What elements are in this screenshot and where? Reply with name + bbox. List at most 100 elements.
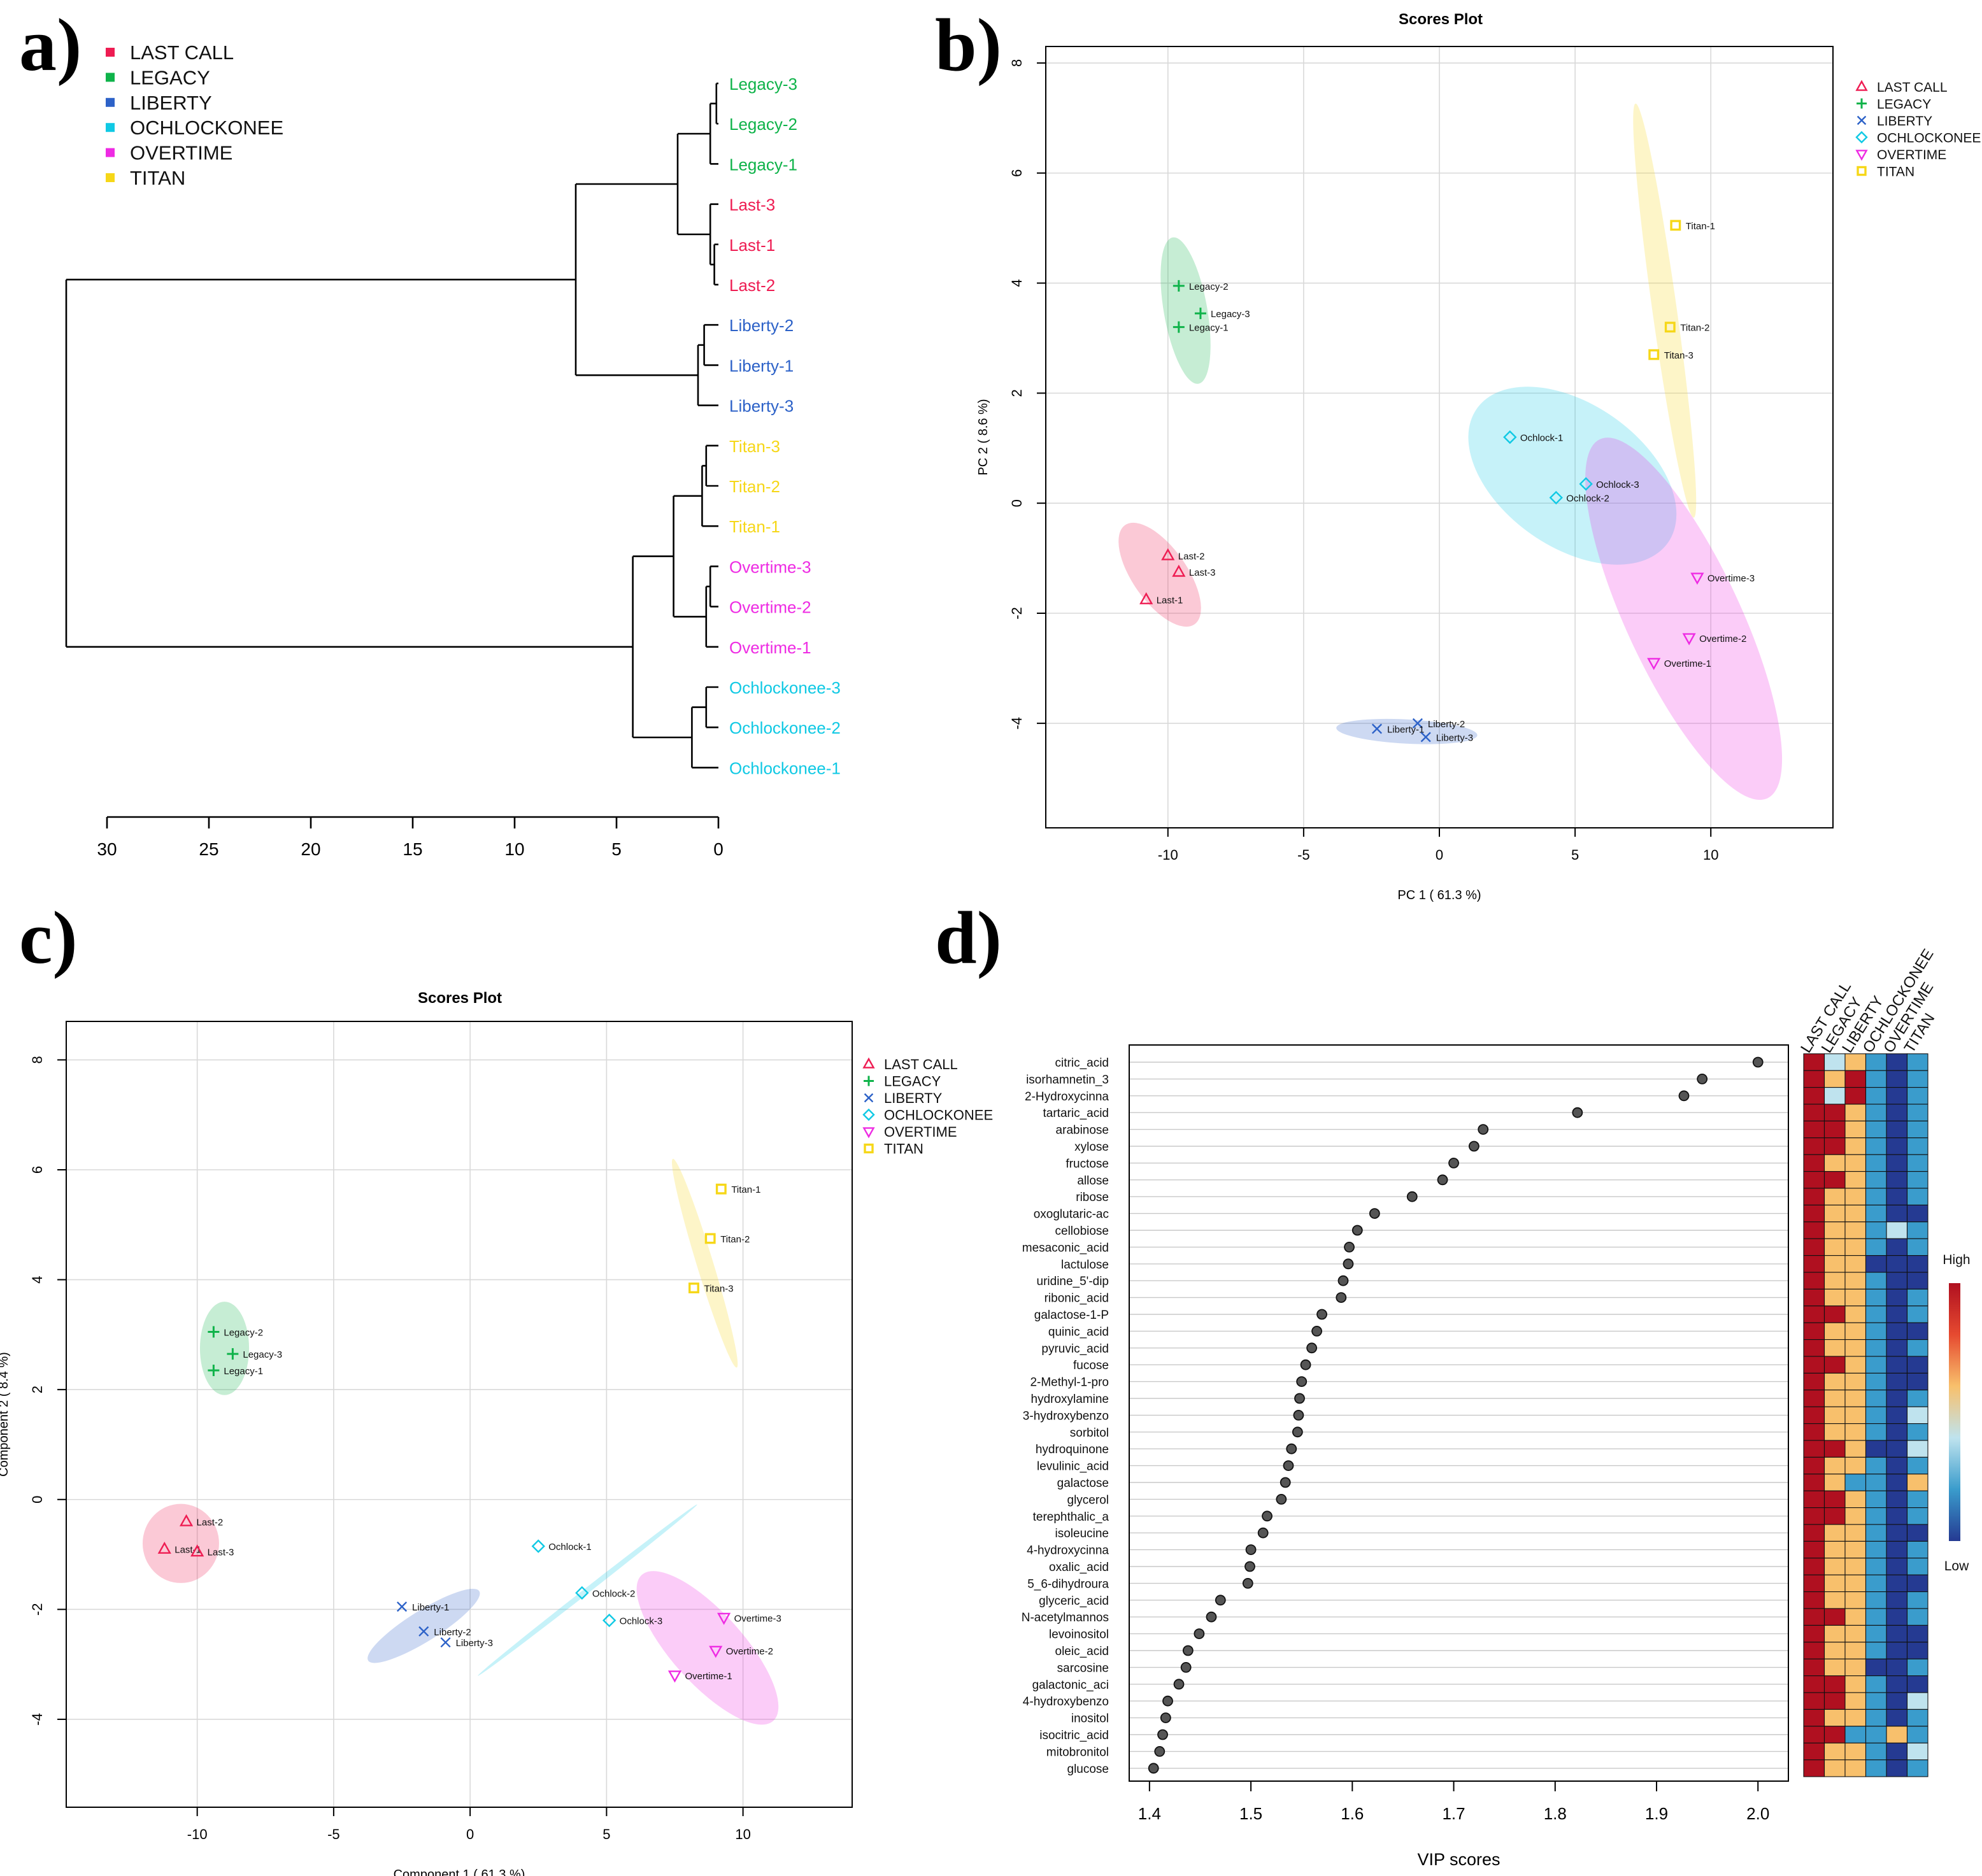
heatmap-cell — [1823, 1238, 1846, 1256]
feature-label: mesaconic_acid — [1022, 1241, 1109, 1254]
feature-label: inositol — [1071, 1712, 1109, 1726]
heatmap-cell — [1803, 1322, 1825, 1340]
heatmap-cell — [1886, 1440, 1908, 1458]
vip-dot — [1244, 1561, 1255, 1572]
feature-label: uridine_5'-dip — [1037, 1275, 1109, 1288]
heatmap-cell — [1906, 1675, 1929, 1693]
heatmap-cell — [1823, 1658, 1846, 1677]
heatmap-cell — [1886, 1272, 1908, 1290]
feature-label: glyceric_acid — [1039, 1595, 1109, 1608]
heatmap-cell — [1844, 1490, 1867, 1509]
legend-marker — [1855, 150, 1868, 161]
heatmap-cell — [1886, 1137, 1908, 1155]
heatmap-cell — [1823, 1356, 1846, 1374]
heatmap-cell — [1823, 1221, 1846, 1239]
vip-dot — [1245, 1544, 1257, 1556]
heatmap-cell — [1865, 1322, 1887, 1340]
legend-label: TITAN — [130, 167, 185, 189]
heatmap-cell — [1823, 1692, 1846, 1710]
data-point — [667, 1670, 682, 1683]
heatmap-cell — [1844, 1305, 1867, 1323]
vip-dot — [1343, 1258, 1354, 1270]
legend-label: OVERTIME — [1877, 148, 1946, 162]
heatmap-cell — [1823, 1608, 1846, 1626]
vip-dot — [1160, 1712, 1171, 1724]
heatmap-cell — [1823, 1726, 1846, 1744]
heatmap-cell — [1823, 1104, 1846, 1121]
y-tick-label: -2 — [29, 1603, 45, 1616]
heatmap-cell — [1865, 1221, 1887, 1239]
dendro-tick-label: 30 — [97, 839, 117, 859]
legend-label: OVERTIME — [884, 1124, 957, 1140]
heatmap-cell — [1844, 1540, 1867, 1559]
data-point — [1690, 572, 1704, 585]
heatmap-cell — [1865, 1255, 1887, 1273]
heatmap-cell — [1865, 1474, 1887, 1491]
data-point — [1161, 548, 1175, 560]
heatmap-cell — [1865, 1591, 1887, 1609]
plot-frame — [1129, 1044, 1789, 1782]
heatmap-cell — [1865, 1624, 1887, 1643]
heatmap-cell — [1823, 1742, 1846, 1761]
heatmap-cell — [1906, 1742, 1929, 1761]
feature-label: 5_6-dihydroura — [1027, 1577, 1109, 1591]
heatmap-cell — [1906, 1759, 1929, 1777]
leaf-label: Legacy-2 — [729, 115, 797, 134]
heatmap-cell — [1906, 1188, 1929, 1205]
plot-frame — [66, 1021, 853, 1808]
dendro-tick-label: 0 — [713, 839, 724, 859]
heatmap-cell — [1823, 1137, 1846, 1155]
point-label: Legacy-1 — [1189, 323, 1229, 334]
point-label: Overtime-3 — [734, 1613, 781, 1624]
heatmap-cell — [1906, 1288, 1929, 1307]
x-tick-label: -10 — [187, 1826, 208, 1842]
heatmap-cell — [1865, 1558, 1887, 1575]
heatmap-cell — [1906, 1339, 1929, 1357]
heatmap-cell — [1844, 1675, 1867, 1693]
x-tick-label: 10 — [1703, 847, 1718, 863]
point-label: Ochlock-1 — [548, 1542, 592, 1553]
heatmap-cell — [1844, 1742, 1867, 1761]
heatmap-cell — [1886, 1474, 1908, 1491]
heatmap-cell — [1865, 1692, 1887, 1710]
heatmap-cell — [1844, 1087, 1867, 1105]
vip-dot — [1296, 1376, 1308, 1388]
panel-label-a: a) — [19, 3, 82, 87]
heatmap-cell — [1865, 1440, 1887, 1458]
legend-label: LEGACY — [130, 66, 210, 89]
heatmap-cell — [1865, 1423, 1887, 1441]
heatmap-cell — [1823, 1675, 1846, 1693]
heatmap-cell — [1865, 1053, 1887, 1071]
heatmap-cell — [1865, 1372, 1887, 1391]
heatmap-cell — [1803, 1742, 1825, 1761]
confidence-ellipse — [367, 1589, 480, 1663]
heatmap-cell — [1844, 1255, 1867, 1273]
heatmap-cell — [1823, 1322, 1846, 1340]
legend-swatch — [106, 148, 115, 157]
heatmap-cell — [1803, 1474, 1825, 1491]
heatmap-cell — [1823, 1120, 1846, 1139]
heatmap-cell — [1865, 1490, 1887, 1509]
heatmap-cell — [1886, 1507, 1908, 1525]
data-point — [208, 1326, 220, 1338]
y-tick-label: 8 — [29, 1056, 45, 1063]
vip-dot — [1276, 1493, 1287, 1505]
heatmap-cell — [1823, 1456, 1846, 1475]
heatmap-cell — [1823, 1474, 1846, 1491]
heatmap-cell — [1844, 1053, 1867, 1071]
heatmap-cell — [1886, 1726, 1908, 1744]
x-tick-label: -5 — [1297, 847, 1310, 863]
heatmap-cell — [1803, 1305, 1825, 1323]
vip-scores-panel: citric_acid isorhamnetin_3 2-Hydroxycinna t… — [1022, 946, 1971, 1869]
vip-dot — [1678, 1090, 1690, 1102]
confidence-ellipse — [1468, 387, 1677, 565]
point-label: Overtime-2 — [1699, 634, 1746, 644]
data-point — [1682, 633, 1696, 646]
vip-dot — [1406, 1191, 1418, 1202]
heatmap-cell — [1803, 1372, 1825, 1391]
heatmap-cell — [1886, 1658, 1908, 1677]
heatmap-cell — [1886, 1540, 1908, 1559]
feature-label: hydroquinone — [1036, 1443, 1109, 1456]
